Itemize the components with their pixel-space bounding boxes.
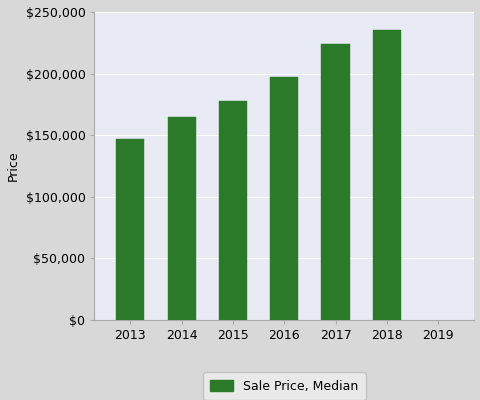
Bar — [270, 77, 298, 320]
Bar — [218, 101, 247, 320]
Bar — [321, 44, 349, 320]
Bar — [167, 117, 195, 320]
Bar — [116, 139, 144, 320]
Y-axis label: Price: Price — [7, 151, 20, 181]
Bar — [372, 30, 400, 320]
Legend: Sale Price, Median: Sale Price, Median — [203, 372, 365, 400]
